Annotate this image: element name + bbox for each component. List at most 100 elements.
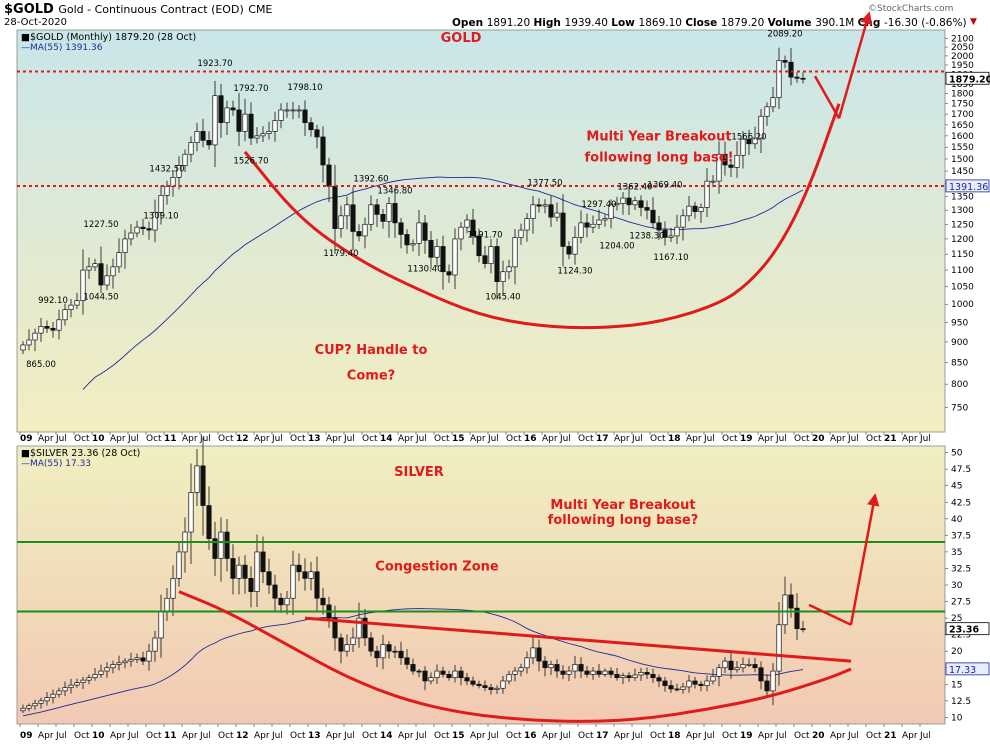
x-tick-label: 14 <box>380 731 393 741</box>
candle-body <box>506 266 512 273</box>
candle-body <box>74 300 80 306</box>
candle-body <box>80 679 86 683</box>
candle-body <box>476 235 482 257</box>
candle-body <box>68 684 74 688</box>
candle-body <box>392 650 398 653</box>
price-label: 1792.70 <box>233 84 268 94</box>
candle-body <box>482 255 488 264</box>
x-tick-label: Oct <box>362 731 378 741</box>
candle-body <box>188 492 194 533</box>
ohlc-label-high: High <box>533 17 565 29</box>
panel-gold: 750 800 850 900 950 1000 1050 1100 1150 1200 1250 1… <box>16 11 990 433</box>
candle-body <box>488 246 494 264</box>
candle-body <box>770 670 776 692</box>
candle-body <box>710 675 716 682</box>
candle-body <box>164 185 170 196</box>
x-tick-label: 21 <box>884 731 897 741</box>
price-label: 1130.40 <box>407 264 442 274</box>
candle-body <box>110 266 116 277</box>
candle-body <box>176 551 182 579</box>
candle-body <box>368 204 374 225</box>
candle-body <box>260 551 266 573</box>
candle-body <box>362 223 368 237</box>
x-tick-label: 20 <box>812 731 825 741</box>
candle-body <box>536 204 542 207</box>
candle-body <box>86 677 92 681</box>
candle-body <box>320 597 326 606</box>
candle-body <box>374 204 380 215</box>
candle-body <box>446 271 452 276</box>
price-label: 1124.30 <box>557 266 592 276</box>
price-label: 2089.20 <box>767 29 802 39</box>
cup-curve <box>178 590 852 723</box>
y-tick-label: 2000 <box>951 52 974 62</box>
breakout-arrow <box>837 11 873 119</box>
candle-body <box>26 705 32 709</box>
y-tick-label: 1500 <box>951 155 974 165</box>
candle-body <box>764 680 770 692</box>
candle-body <box>314 571 320 599</box>
candle-body <box>212 538 218 559</box>
price-label: 1227.50 <box>83 220 118 230</box>
candle-body <box>230 107 236 111</box>
candle-body <box>440 246 446 273</box>
candle-body <box>680 215 686 228</box>
candle-body <box>656 222 662 231</box>
candle-body <box>38 326 44 334</box>
candle-body <box>398 650 404 659</box>
x-tick-label: Oct <box>218 731 234 741</box>
candle-body <box>458 226 464 240</box>
ma55-line <box>22 608 804 717</box>
handle-line <box>808 603 852 626</box>
plot-area <box>16 29 946 433</box>
y-tick-label: 1050 <box>951 283 974 293</box>
candle-body <box>428 677 434 682</box>
candle-body <box>356 231 362 237</box>
candle-body <box>38 700 44 704</box>
candle-body <box>434 246 440 258</box>
chart-menu-icon[interactable]: ▼ <box>970 17 977 27</box>
candle-body <box>674 688 680 691</box>
x-tick-label: Jul <box>487 731 499 741</box>
candle-body <box>434 670 440 679</box>
candle-body <box>218 95 224 123</box>
candle-body <box>554 664 560 672</box>
candle-body <box>62 309 68 321</box>
candle-body <box>560 670 566 675</box>
x-tick-label: Jul <box>775 434 787 444</box>
candle-body <box>632 200 638 206</box>
candle-body <box>620 197 626 204</box>
y-tick-label: 40 <box>951 515 963 525</box>
candle-body <box>236 109 242 132</box>
candle-body <box>692 680 698 685</box>
annotation-label: CUP? Handle to <box>315 343 428 358</box>
x-tick-label: Jul <box>487 434 499 444</box>
candle-body <box>338 637 344 652</box>
candle-body <box>410 664 416 672</box>
y-tick-label: 1150 <box>951 250 974 260</box>
candle-body <box>758 115 764 139</box>
x-tick-label: Apr <box>614 731 630 741</box>
annotation-label: Multi Year Breakout <box>550 498 695 513</box>
y-tick-label: 1000 <box>951 300 974 310</box>
y-tick-label: 1200 <box>951 235 974 245</box>
x-tick-label: Oct <box>146 731 162 741</box>
price-label: 1191.70 <box>467 230 502 240</box>
price-label: 1167.10 <box>653 253 688 263</box>
candle-body <box>398 222 404 235</box>
candle-body <box>56 690 62 695</box>
candle-body <box>152 211 158 231</box>
x-tick-label: Oct <box>290 434 306 444</box>
x-tick-label: Apr <box>254 731 270 741</box>
candle-body <box>74 682 80 686</box>
x-tick-label: Apr <box>110 731 126 741</box>
resistance-trendline <box>304 616 852 663</box>
ohlc-value-low: 1869.10 <box>638 17 686 29</box>
instrument-name: Gold - Continuous Contract (EOD) <box>58 3 244 16</box>
x-tick-label: Jul <box>271 434 283 444</box>
x-tick-label: 15 <box>452 434 465 444</box>
y-tick-label: 42.5 <box>951 498 971 508</box>
x-tick-label: Apr <box>326 731 342 741</box>
candle-body <box>764 106 770 117</box>
candle-body <box>230 558 236 579</box>
